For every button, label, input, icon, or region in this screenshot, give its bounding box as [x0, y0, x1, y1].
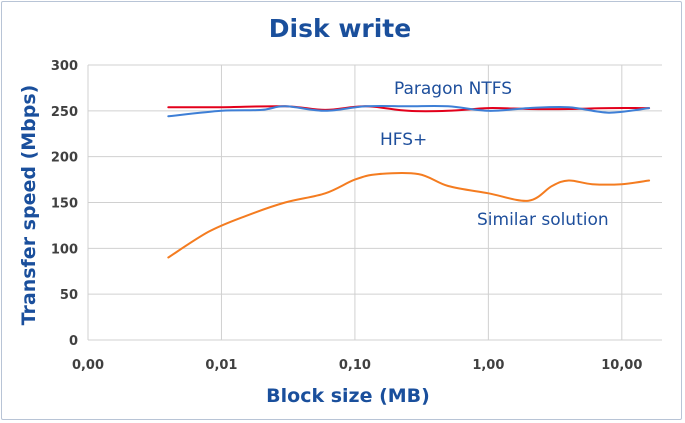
chart-title: Disk write: [269, 14, 411, 43]
grid-lines: [87, 64, 662, 341]
y-tick-label-0: 0: [69, 334, 78, 349]
y-axis-title: Transfer speed (Mbps): [18, 85, 40, 326]
y-tick-labels: 0 50 100 150 200 250 300: [51, 59, 78, 349]
series-label-paragon-ntfs: Paragon NTFS: [394, 79, 512, 99]
x-tick-label-1: 0,01: [205, 358, 237, 373]
x-tick-label-0: 0,00: [72, 358, 104, 373]
series-lines: [167, 104, 651, 259]
x-tick-label-3: 1,00: [472, 358, 504, 373]
x-axis-title: Block size (MB): [266, 385, 430, 407]
y-tick-label-50: 50: [60, 288, 78, 303]
y-tick-label-300: 300: [51, 59, 78, 74]
series-line-hfs-plus: [167, 104, 651, 118]
x-tick-label-4: 10,00: [601, 358, 642, 373]
x-tick-label-2: 0,10: [339, 358, 371, 373]
series-label-similar-solution: Similar solution: [477, 210, 609, 230]
series-label-hfs-plus: HFS+: [380, 130, 427, 150]
x-tick-labels: 0,00 0,01 0,10 1,00 10,00: [72, 358, 642, 373]
y-tick-label-200: 200: [51, 151, 78, 166]
series-line-similar-solution: [167, 171, 651, 259]
y-tick-label-150: 150: [51, 197, 78, 212]
y-tick-label-250: 250: [51, 105, 78, 120]
y-tick-label-100: 100: [51, 242, 78, 257]
